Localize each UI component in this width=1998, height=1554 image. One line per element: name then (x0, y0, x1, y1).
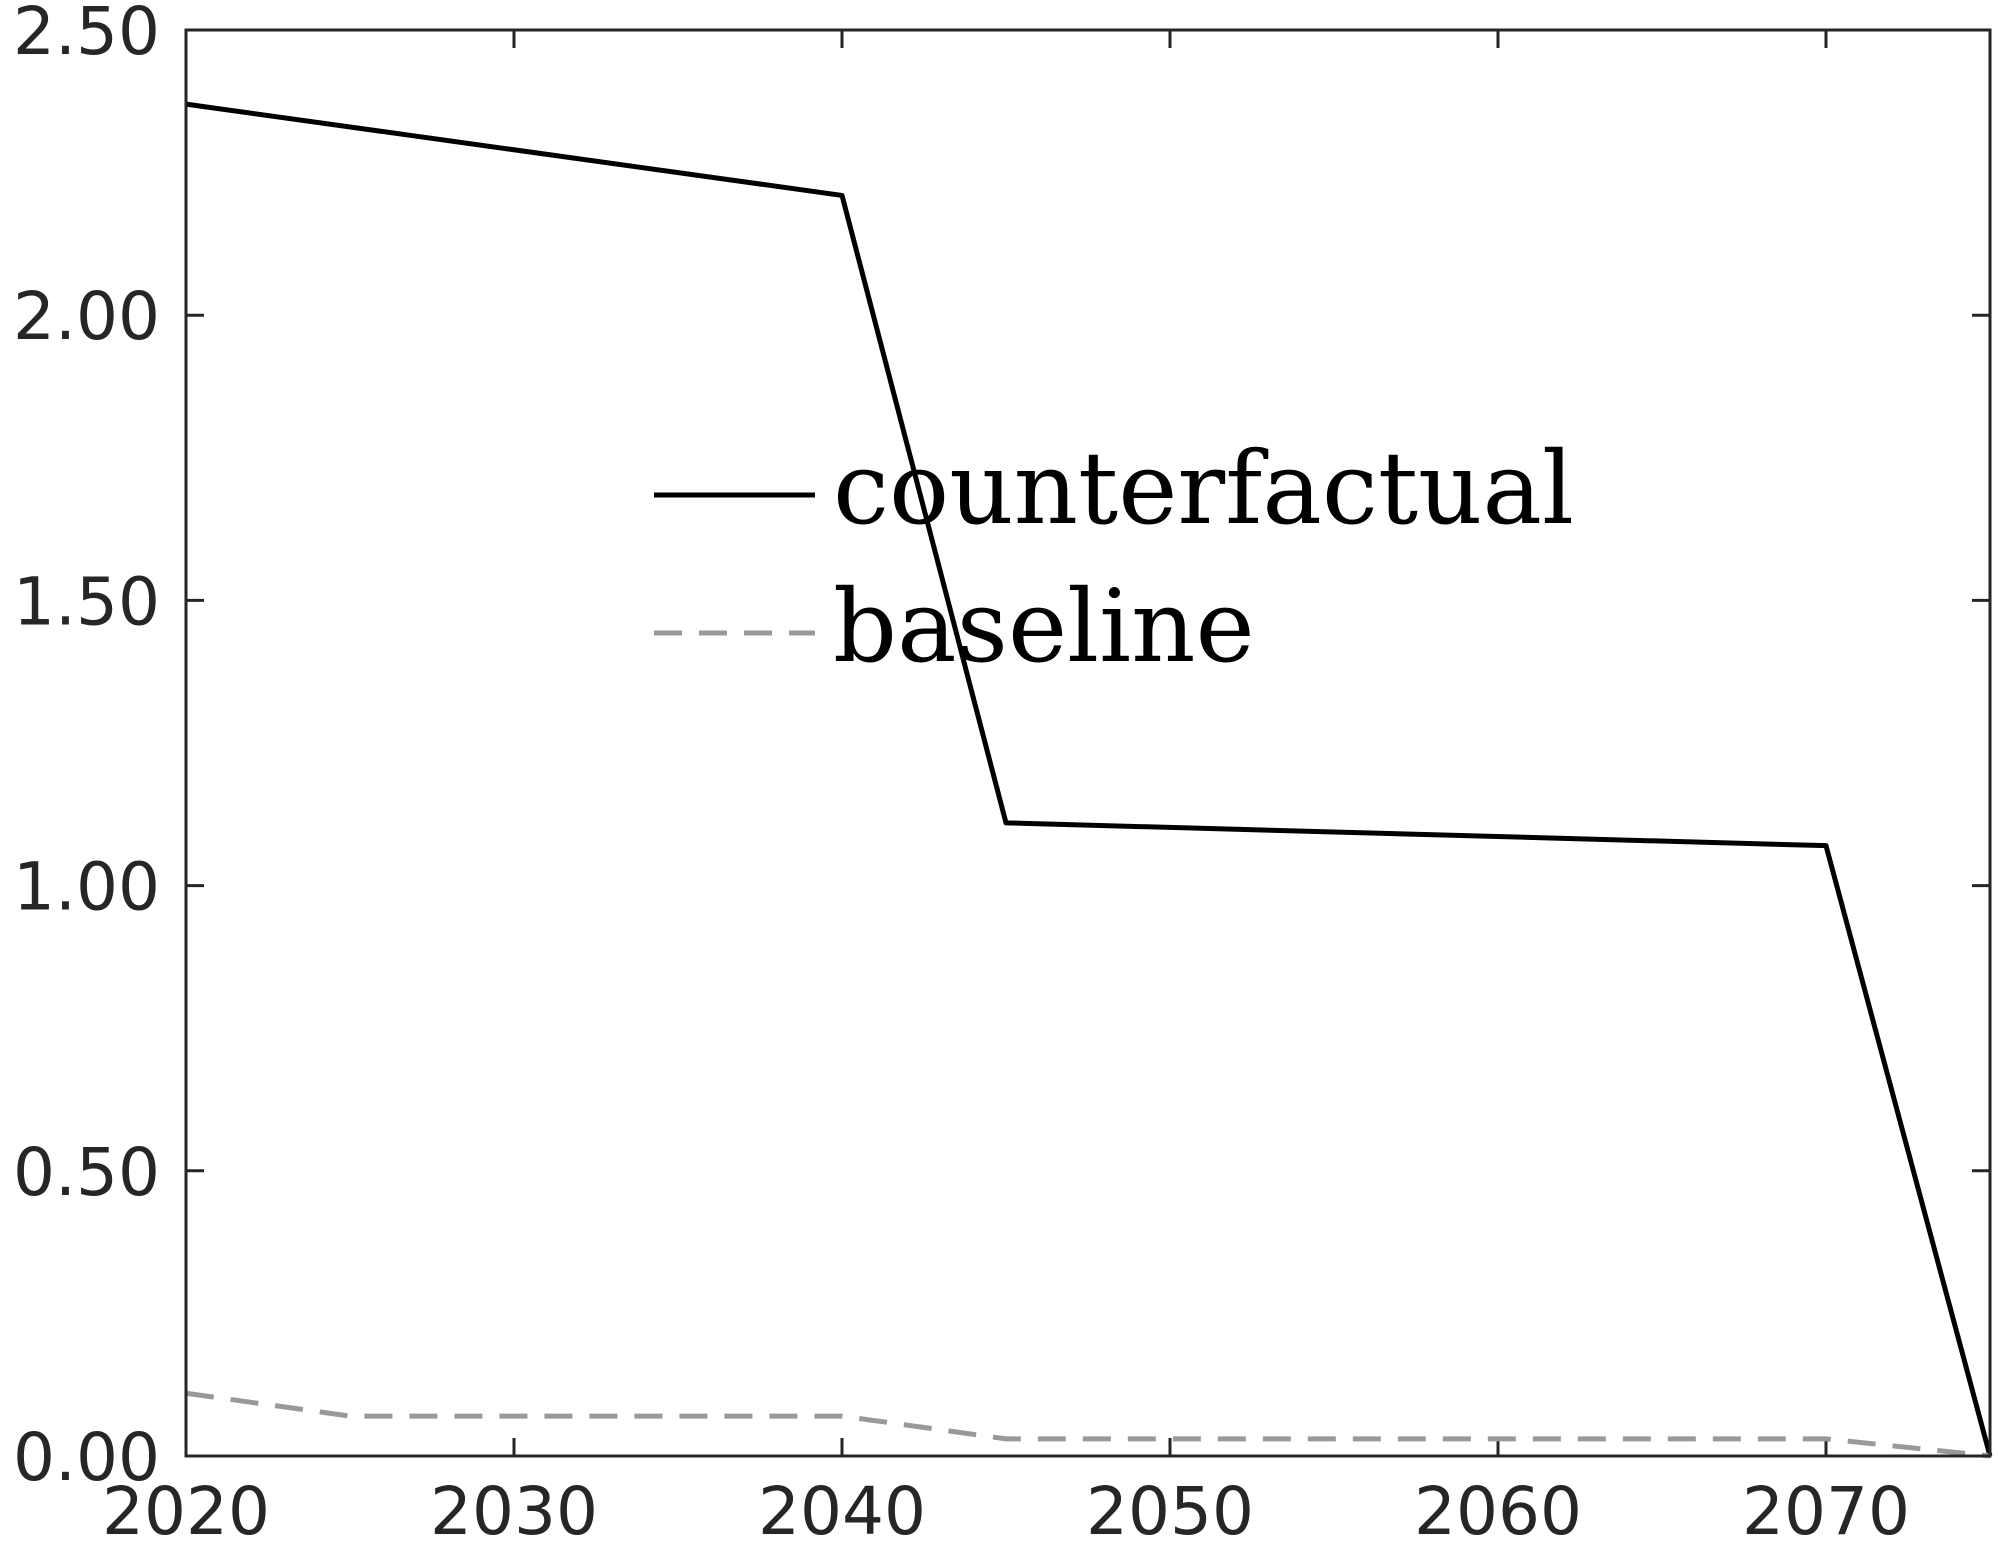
legend-label-baseline: baseline (833, 568, 1255, 685)
x-tick-label: 2070 (1742, 1473, 1910, 1550)
x-tick-label: 2030 (430, 1473, 598, 1550)
series-layer (185, 101, 1993, 1459)
series-line-baseline (185, 1390, 1991, 1459)
y-tick-label: 0.00 (13, 1419, 160, 1496)
x-tick-label: 2060 (1414, 1473, 1582, 1550)
legend: counterfactual baseline (654, 430, 1574, 685)
x-tick-label: 2050 (1086, 1473, 1254, 1550)
y-tick-label: 1.50 (13, 563, 160, 640)
y-tick-label: 2.50 (13, 0, 160, 70)
y-tick-label: 1.00 (13, 849, 160, 926)
legend-label-counterfactual: counterfactual (833, 430, 1574, 547)
y-axis-ticks: 0.00 0.50 1.00 1.50 2.00 2.50 (13, 0, 1990, 1496)
x-tick-label: 2020 (102, 1473, 270, 1550)
x-tick-label: 2040 (758, 1473, 926, 1550)
y-tick-label: 0.50 (13, 1134, 160, 1211)
plot-area-frame (184, 28, 1992, 1458)
x-axis-ticks: 2020 2030 2040 2050 2060 2070 (102, 30, 1910, 1550)
series-line-counterfactual (185, 101, 1993, 1457)
y-tick-label: 2.00 (13, 278, 160, 355)
